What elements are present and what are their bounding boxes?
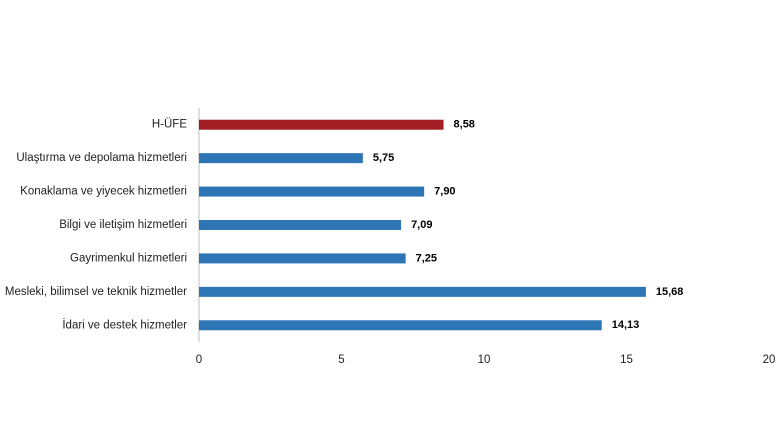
y-tick-label: Konaklama ve yiyecek hizmetleri [20, 186, 187, 198]
x-tick-label: 0 [196, 354, 202, 366]
bar [199, 220, 402, 230]
bar [199, 320, 602, 331]
y-tick-label: Gayrimenkul hizmetleri [70, 252, 187, 264]
bar [199, 286, 646, 297]
y-tick-label: İdari ve destek hizmetler [62, 318, 187, 331]
x-tick-label: 5 [338, 354, 344, 366]
value-label: 8,58 [454, 119, 475, 131]
value-label: 5,75 [373, 152, 394, 164]
x-tick-label: 10 [478, 354, 491, 366]
bar [199, 186, 425, 197]
x-tick-label: 15 [620, 354, 633, 366]
y-tick-label: H-ÜFE [152, 119, 187, 131]
value-label: 15,68 [656, 286, 684, 298]
bar [199, 253, 406, 264]
value-label: 14,13 [612, 319, 640, 331]
y-tick-label: Bilgi ve iletişim hizmetleri [59, 219, 187, 231]
value-label: 7,25 [416, 252, 437, 264]
x-tick-label: 20 [763, 354, 776, 366]
value-label: 7,09 [411, 219, 432, 231]
y-tick-label: Ulaştırma ve depolama hizmetleri [16, 152, 187, 164]
y-tick-label: Mesleki, bilimsel ve teknik hizmetler [5, 286, 187, 298]
value-label: 7,90 [434, 185, 455, 197]
bar [199, 153, 363, 164]
bar [199, 119, 444, 130]
